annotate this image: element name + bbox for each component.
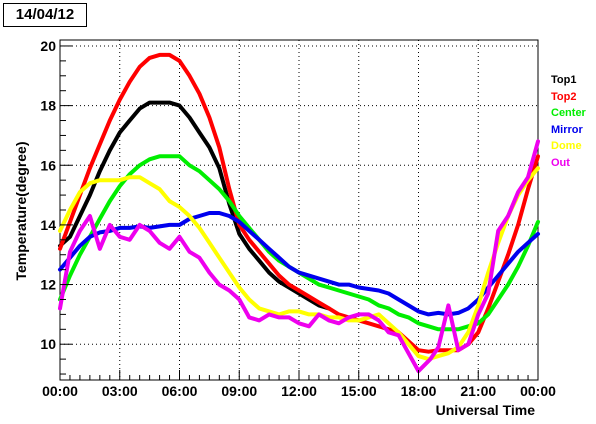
x-tick-label: 18:00 [401,383,437,399]
y-axis-label: Temperature(degree) [13,141,29,280]
series-group [58,52,540,374]
y-tick-label: 18 [40,98,56,114]
x-tick-label: 00:00 [42,383,78,399]
chart-title: 14/04/12 [3,3,87,27]
y-tick-label: 20 [40,38,56,54]
y-tick-label: 16 [40,157,56,173]
series-line-center [58,154,540,332]
legend-item-dome: Dome [551,140,582,153]
series-line-out [58,139,540,374]
y-tick-label: 10 [40,336,56,352]
x-tick-label: 03:00 [102,383,138,399]
x-tick-label: 21:00 [460,383,496,399]
legend-item-center: Center [551,107,586,120]
series-line-top1 [58,100,331,311]
x-tick-label: 00:00 [520,383,556,399]
y-tick-label: 14 [40,217,56,233]
legend-item-out: Out [551,156,570,169]
x-tick-label: 06:00 [162,383,198,399]
x-tick-label: 12:00 [281,383,317,399]
y-tick-label: 12 [40,277,56,293]
grid-lines [60,40,538,380]
legend-item-top1: Top1 [551,74,577,86]
legend-item-top2: Top2 [551,90,577,103]
axes: 00:00 03:00 06:00 09:00 12:00 15:00 18:00 21:00… [40,38,556,399]
legend-item-mirror: Mirror [551,123,583,136]
x-axis-label: Universal Time [436,402,536,418]
legend: Top1 Top2 Center Mirror Dome Out [551,72,586,172]
x-tick-label: 09:00 [221,383,257,399]
x-tick-label: 15:00 [341,383,377,399]
